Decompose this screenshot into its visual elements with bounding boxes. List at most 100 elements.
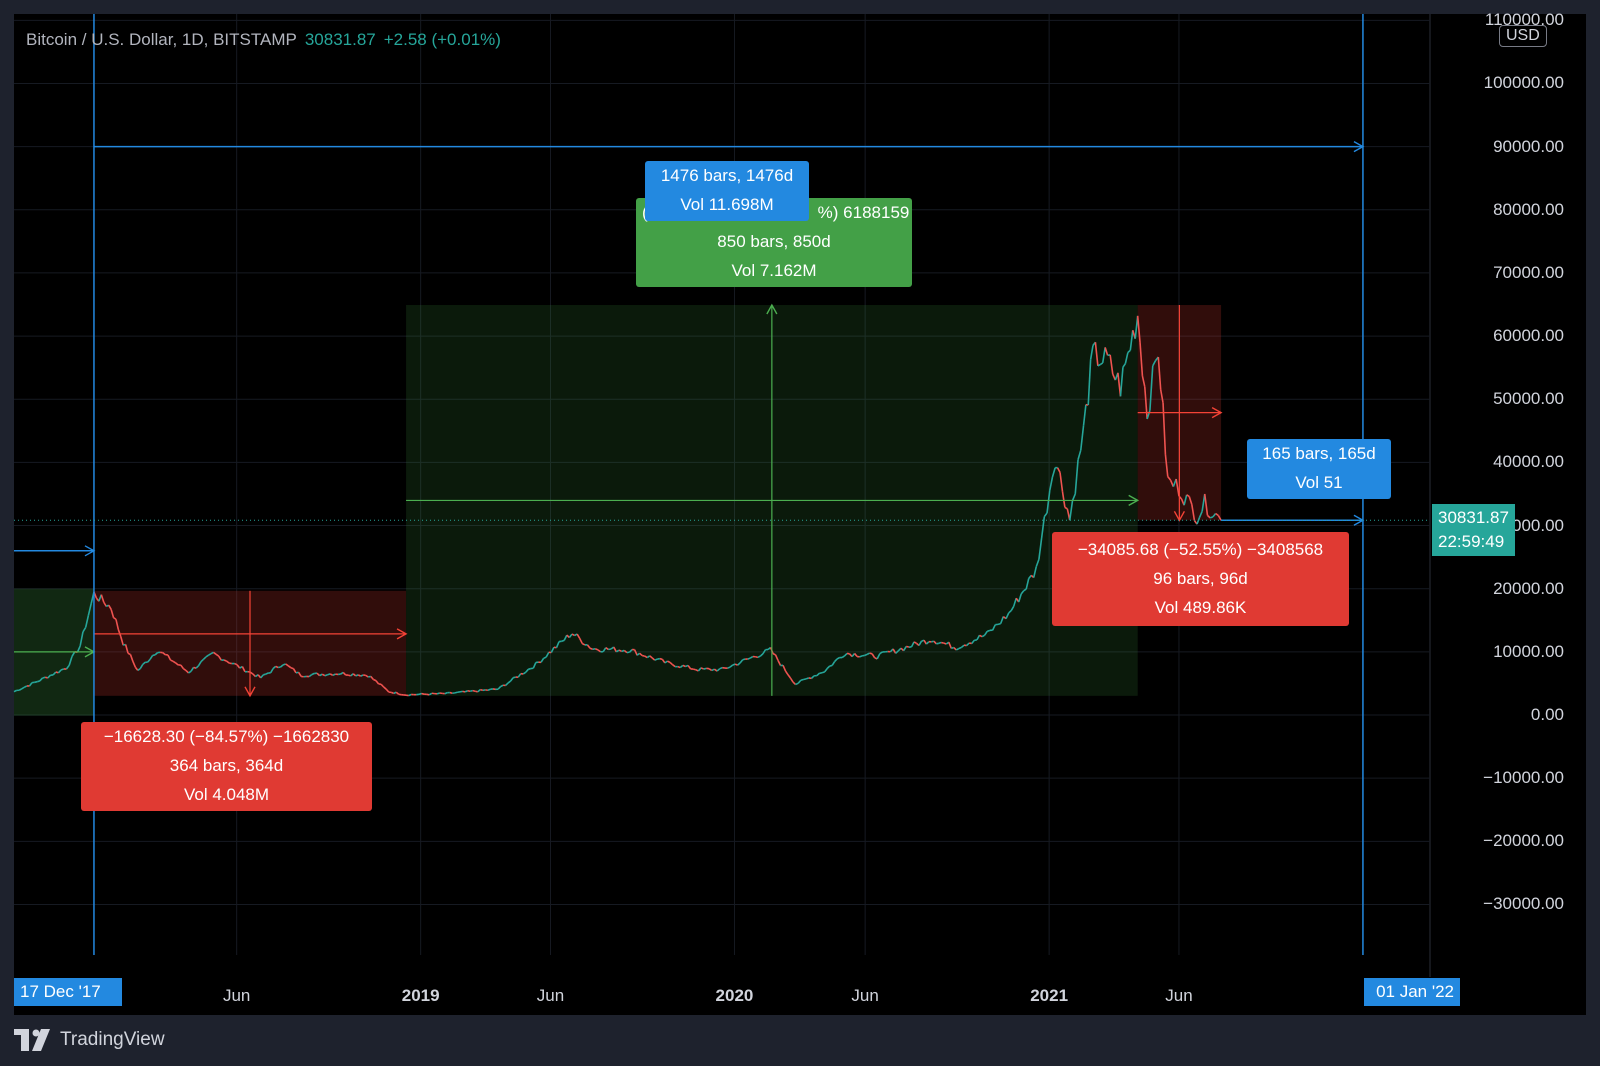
- price-segment: [368, 675, 371, 678]
- price-segment: [127, 652, 131, 656]
- time-tick-label: Jun: [222, 986, 251, 1005]
- price-segment: [79, 631, 84, 647]
- price-segment: [1038, 537, 1043, 560]
- price-segment: [100, 594, 105, 603]
- price-segment: [319, 673, 323, 677]
- price-segment: [732, 663, 736, 666]
- price-tick-label: 50000.00: [1493, 389, 1564, 409]
- price-tick-label: 80000.00: [1493, 199, 1564, 219]
- price-segment: [23, 685, 28, 688]
- price-segment: [480, 688, 484, 692]
- price-segment: [711, 668, 715, 672]
- measure-fall-2018-volume: Vol 4.048M: [183, 785, 270, 804]
- price-segment: [943, 642, 947, 645]
- price-segment: [295, 671, 299, 674]
- price-segment: [316, 672, 321, 677]
- price-segment: [1017, 593, 1022, 603]
- measure-fall-2018-bars: 364 bars, 364d: [169, 756, 284, 775]
- measure-fall-2021[interactable]: −34085.68 (−52.55%) −3408568 96 bars, 96…: [1052, 532, 1349, 626]
- price-segment: [983, 630, 988, 636]
- price-segment: [966, 642, 970, 647]
- price-segment: [615, 649, 620, 653]
- range-total[interactable]: 1476 bars, 1476d Vol 11.698M: [645, 161, 809, 221]
- price-segment: [782, 665, 787, 672]
- measure-rise[interactable]: (%) 6188159 850 bars, 850d Vol 7.162M: [636, 198, 912, 287]
- price-segment: [918, 640, 923, 646]
- price-segment: [1169, 479, 1175, 487]
- price-segment: [1094, 342, 1099, 366]
- price-segment: [1198, 510, 1203, 518]
- price-segment: [667, 660, 671, 664]
- price-segment: [462, 690, 466, 693]
- price-segment: [953, 646, 957, 651]
- price-segment: [487, 688, 491, 691]
- price-segment: [749, 655, 754, 659]
- measure-fall-2018[interactable]: −16628.30 (−84.57%) −1662830 364 bars, 3…: [81, 722, 372, 811]
- price-segment: [1046, 490, 1051, 514]
- price-segment: [747, 657, 751, 660]
- price-segment: [816, 672, 820, 677]
- price-segment: [282, 663, 286, 666]
- price-segment: [342, 671, 347, 676]
- time-tick-label: Jun: [1165, 986, 1193, 1005]
- price-segment: [613, 646, 618, 653]
- price-segment: [651, 657, 656, 661]
- price-segment: [1203, 493, 1209, 516]
- price-segment: [260, 674, 264, 679]
- price-segment: [200, 658, 205, 663]
- price-segment: [925, 641, 930, 645]
- price-segment: [115, 619, 120, 630]
- price-segment: [365, 674, 369, 678]
- time-tick-label: Jun: [851, 986, 879, 1005]
- price-segment: [729, 664, 734, 668]
- price-segment: [805, 677, 810, 680]
- end-date-tag: 01 Jan '22: [1364, 978, 1460, 1006]
- price-segment: [727, 666, 731, 669]
- price-segment: [772, 652, 776, 656]
- price-segment: [1025, 578, 1030, 590]
- price-tick-label: −10000.00: [1483, 768, 1564, 788]
- price-segment: [57, 669, 62, 674]
- price-segment: [787, 674, 792, 679]
- price-segment: [1212, 512, 1217, 518]
- price-segment: [311, 672, 315, 676]
- price-segment: [395, 691, 400, 695]
- price-segment: [831, 661, 836, 666]
- price-segment: [540, 657, 545, 663]
- price-segment: [803, 678, 807, 681]
- price-segment: [129, 654, 134, 662]
- price-segment: [555, 641, 560, 648]
- price-segment: [68, 656, 73, 666]
- currency-button[interactable]: USD: [1499, 25, 1547, 47]
- price-segment: [879, 651, 883, 655]
- price-segment: [418, 692, 422, 696]
- price-segment: [826, 665, 831, 670]
- price-segment: [1149, 365, 1154, 411]
- price-segment: [1082, 404, 1087, 426]
- price-segment: [644, 655, 648, 659]
- range-recent-volume: Vol 51: [1295, 473, 1343, 492]
- price-segment: [876, 653, 881, 660]
- price-change: +2.58 (+0.01%): [383, 30, 501, 49]
- price-segment: [1048, 476, 1054, 491]
- price-segment: [421, 692, 425, 695]
- last-price: 30831.87: [304, 30, 376, 49]
- price-segment: [370, 675, 374, 681]
- price-segment: [797, 679, 802, 684]
- tradingview-logo[interactable]: TradingView: [14, 1029, 165, 1051]
- price-segment: [1051, 467, 1056, 478]
- price-segment: [507, 680, 512, 684]
- range-recent[interactable]: 165 bars, 165d Vol 51: [1247, 439, 1391, 499]
- price-segment: [864, 653, 868, 657]
- price-segment: [60, 668, 65, 671]
- price-segment: [677, 665, 681, 669]
- measure-fall-2021-change: −34085.68 (−52.55%) −3408568: [1077, 540, 1324, 559]
- price-segment: [892, 648, 897, 654]
- price-segment: [543, 656, 547, 660]
- price-tag-countdown: 22:59:49: [1438, 532, 1505, 551]
- price-segment: [182, 667, 187, 672]
- price-segment: [621, 649, 625, 653]
- price-segment: [938, 641, 942, 645]
- price-segment: [352, 673, 357, 677]
